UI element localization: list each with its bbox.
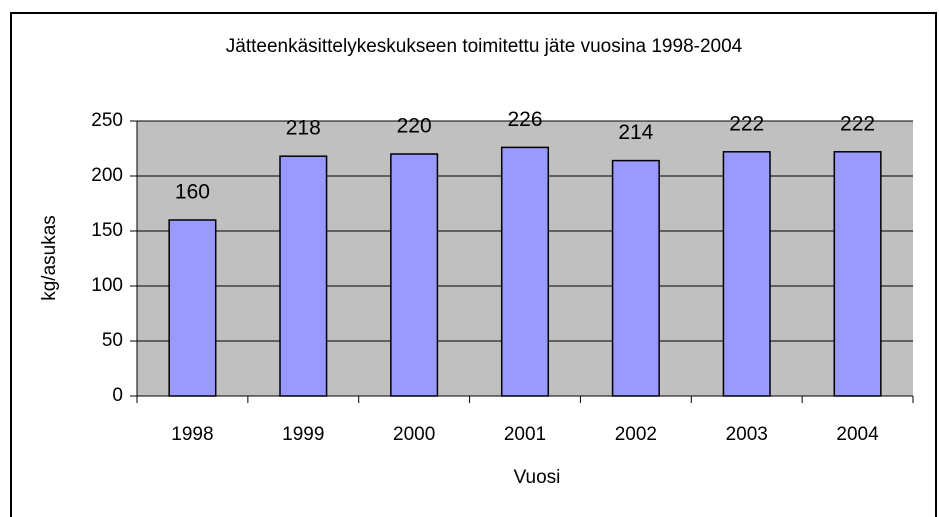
bar	[722, 151, 771, 397]
x-tick-label: 1998	[171, 424, 213, 445]
bar	[833, 151, 882, 397]
data-label: 222	[840, 112, 875, 135]
bar	[279, 155, 328, 397]
bar	[611, 159, 660, 397]
chart-title: Jätteenkäsittelykeskukseen toimitettu jä…	[226, 36, 743, 57]
x-axis-label: Vuosi	[514, 467, 561, 488]
y-tick-label: 200	[91, 165, 123, 186]
x-tick-label: 2003	[726, 424, 768, 445]
y-axis-label: kg/asukas	[39, 215, 60, 301]
x-tick-label: 2000	[393, 424, 435, 445]
y-tick-label: 250	[91, 110, 123, 131]
bar	[390, 153, 439, 397]
y-tick-label: 50	[102, 330, 123, 351]
data-label: 226	[507, 108, 542, 131]
y-tick-label: 100	[91, 275, 123, 296]
x-tick-label: 2004	[836, 424, 879, 445]
data-label: 160	[175, 181, 210, 204]
y-tick-label: 0	[112, 385, 123, 406]
x-tick-label: 2001	[504, 424, 546, 445]
data-label: 222	[729, 112, 764, 135]
data-label: 214	[618, 121, 653, 144]
y-tick-label: 150	[91, 220, 123, 241]
x-tick-label: 2002	[615, 424, 657, 445]
bar	[500, 146, 550, 397]
data-label: 220	[397, 115, 432, 138]
bar	[168, 219, 217, 397]
x-tick-label: 1999	[282, 424, 324, 445]
data-label: 218	[286, 117, 321, 140]
